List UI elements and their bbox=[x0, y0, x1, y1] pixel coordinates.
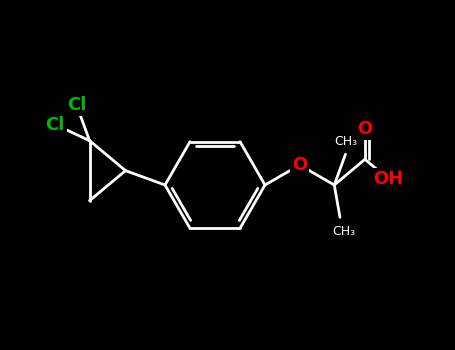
Text: OH: OH bbox=[373, 169, 403, 188]
Text: Cl: Cl bbox=[67, 96, 86, 114]
Text: O: O bbox=[292, 156, 307, 174]
Text: CH₃: CH₃ bbox=[334, 135, 357, 148]
Text: Cl: Cl bbox=[46, 116, 65, 134]
Text: CH₃: CH₃ bbox=[333, 225, 355, 238]
Text: O: O bbox=[357, 120, 373, 138]
